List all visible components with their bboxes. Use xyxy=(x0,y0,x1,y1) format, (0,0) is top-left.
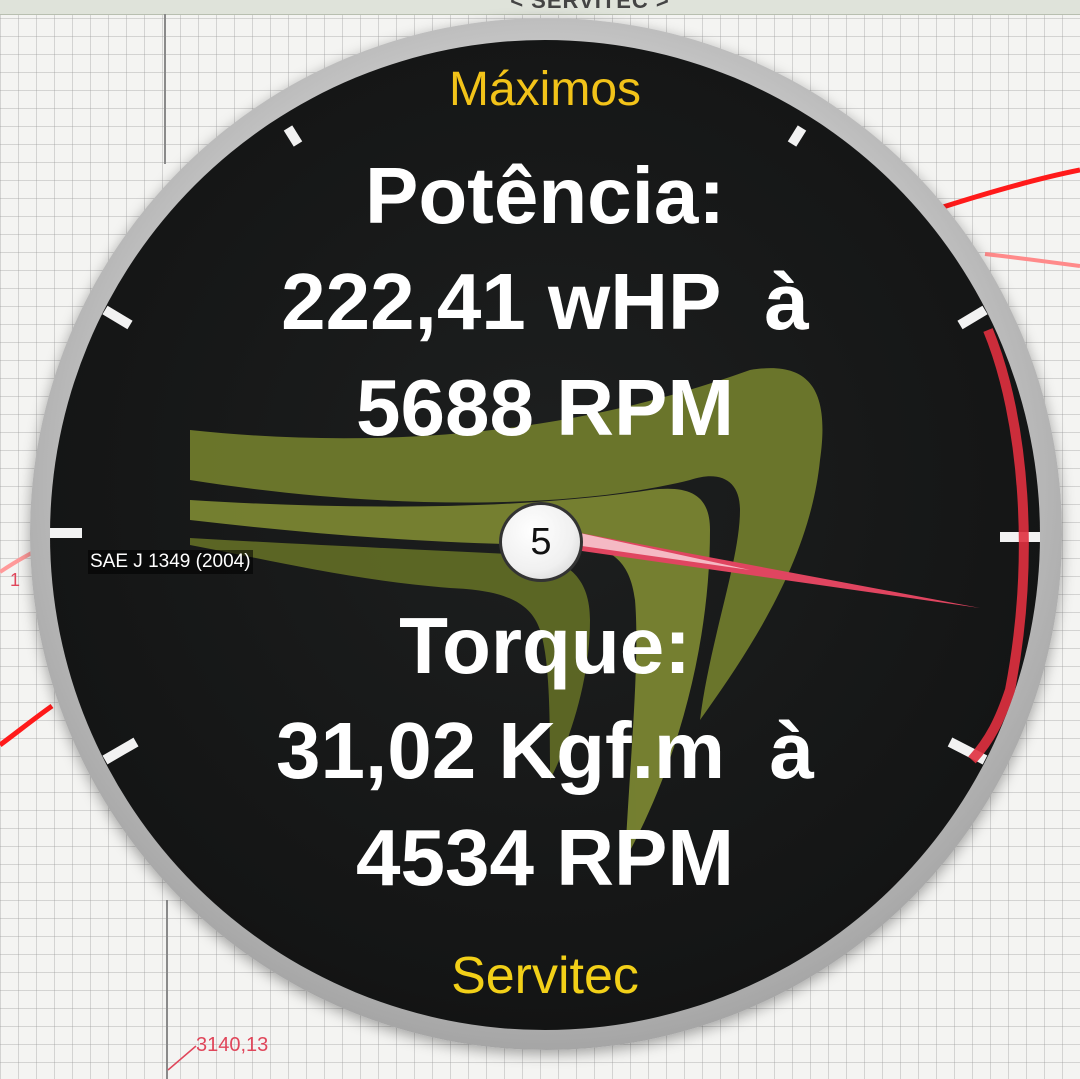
power-value: 222,41 wHP à xyxy=(281,257,809,346)
x-axis-value: 3140,13 xyxy=(196,1034,269,1056)
gauge-needle-highlight xyxy=(575,532,750,570)
power-title: Potência: xyxy=(364,151,726,240)
brand-label: Servitec xyxy=(451,947,639,1005)
graph-axis-line xyxy=(164,14,166,164)
gauge-needle-icon xyxy=(575,532,980,608)
tick-top-left xyxy=(283,125,303,147)
window-title-bar: < SERVITEC > xyxy=(0,0,1080,15)
tick-lower-left xyxy=(102,737,139,765)
power-rpm: 5688 RPM xyxy=(356,363,734,452)
graph-axis-line-lower xyxy=(166,900,168,1079)
gauge-center-hub: 5 xyxy=(499,502,583,582)
gauge-graphics xyxy=(50,125,1040,860)
torque-title: Torque: xyxy=(399,601,691,690)
gauge-heading: Máximos xyxy=(448,63,642,116)
bottom-tick-line xyxy=(167,1045,197,1071)
power-curve-secondary xyxy=(984,252,1080,268)
standard-label: SAE J 1349 (2004) xyxy=(88,550,253,574)
torque-curve-left xyxy=(0,703,54,747)
power-curve xyxy=(939,167,1080,211)
tick-upper-right xyxy=(957,305,988,330)
redline-arc xyxy=(968,328,1029,764)
window-title: < SERVITEC > xyxy=(510,0,670,13)
torque-rpm: 4534 RPM xyxy=(356,813,734,902)
clipped-axis-label: 1 xyxy=(10,570,21,590)
torque-value: 31,02 Kgf.m à xyxy=(275,706,814,795)
tick-top-right xyxy=(787,125,807,147)
gauge-center-value: 5 xyxy=(530,520,552,563)
tick-upper-left xyxy=(102,305,133,330)
